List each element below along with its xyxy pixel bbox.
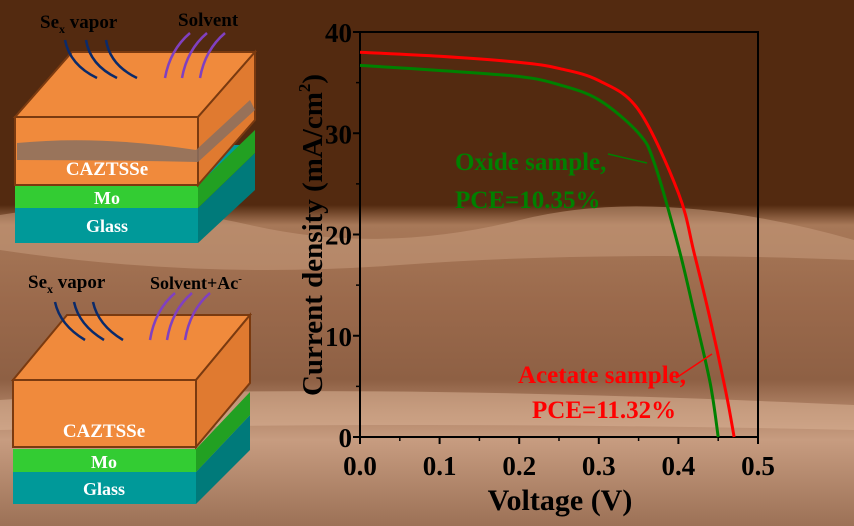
- x-axis-label: Voltage (V): [488, 484, 633, 517]
- oxide-pce: PCE=10.35%: [455, 187, 601, 214]
- mo-layer-bottom: [13, 449, 196, 472]
- oxide-pointer-arrow: [607, 153, 648, 164]
- solvent-arrows-top: [163, 32, 226, 79]
- acetate-pce: PCE=11.32%: [532, 397, 676, 424]
- glass-label-top: Glass: [86, 216, 128, 236]
- x-tick-label: 0.1: [423, 451, 457, 481]
- film-label-top: CAZTSSe: [66, 159, 148, 180]
- x-tick-label: 0.2: [502, 451, 536, 481]
- porous-layer: [17, 100, 255, 162]
- vapor-arrows-top: [63, 39, 138, 80]
- vapor-label-top: Sex vapor: [40, 12, 118, 36]
- solvent-arrows-bottom: [148, 292, 211, 341]
- vapor-label-bottom: Sex vapor: [28, 272, 106, 296]
- jv-curve-acetate: [359, 50, 736, 438]
- film-label-bottom: CAZTSSe: [63, 421, 145, 442]
- acetate-pointer-arrow: [675, 353, 713, 379]
- y-tick-label: 40: [325, 18, 352, 48]
- x-tick-label: 0.4: [662, 451, 696, 481]
- y-tick-label: 0: [339, 423, 353, 453]
- mo-label-bottom: Mo: [91, 452, 117, 472]
- acetate-label: Acetate sample,: [518, 362, 686, 389]
- jv-curve-oxide: [359, 63, 720, 438]
- y-axis-label: Current density (mA/cm2): [295, 74, 329, 396]
- film-layer-bottom: [12, 379, 197, 448]
- mo-layer-top: [15, 185, 198, 208]
- glass-layer-bottom: [13, 472, 196, 504]
- y-tick-label: 20: [325, 221, 352, 251]
- x-tick-label: 0.5: [741, 451, 775, 481]
- x-tick-label: 0.0: [343, 451, 377, 481]
- y-tick-label: 10: [325, 322, 352, 352]
- solvent-label-bottom: Solvent+Ac-: [150, 273, 242, 293]
- mo-label-top: Mo: [94, 188, 120, 208]
- vapor-arrows-bottom: [53, 301, 124, 342]
- solvent-label-top: Solvent: [178, 10, 239, 31]
- y-tick-label: 30: [325, 119, 352, 149]
- glass-label-bottom: Glass: [83, 479, 125, 499]
- oxide-label: Oxide sample,: [455, 149, 606, 176]
- x-tick-label: 0.3: [582, 451, 616, 481]
- schematic-top: [12, 32, 258, 243]
- schematic-bottom: [10, 292, 253, 504]
